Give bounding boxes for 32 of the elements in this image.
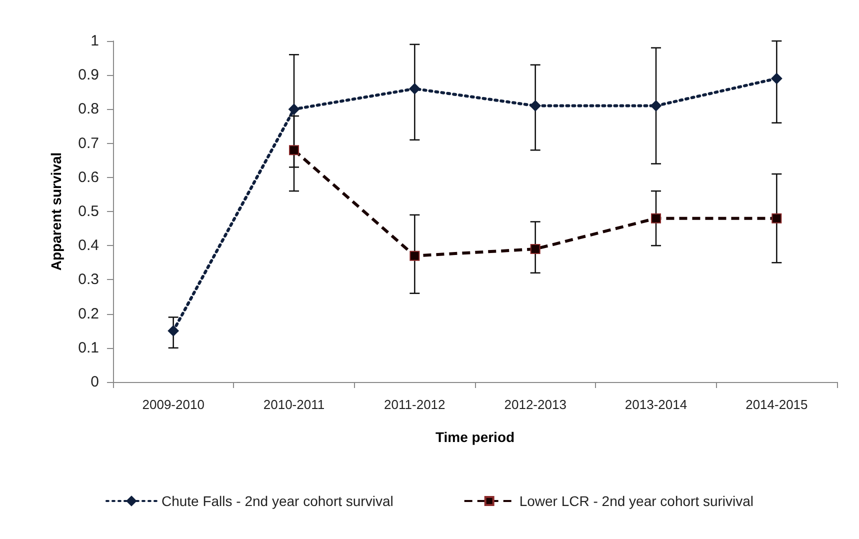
x-tick-label: 2014-2015 — [746, 397, 808, 412]
y-tick-label: 0.8 — [78, 100, 99, 118]
y-tick-label: 0.3 — [78, 271, 99, 288]
y-tick-label: 0.4 — [78, 237, 99, 254]
x-tick-label: 2010-2011 — [263, 397, 325, 412]
point — [771, 73, 782, 84]
point — [530, 244, 540, 254]
point — [650, 100, 662, 112]
point — [289, 145, 299, 156]
y-tick-label: 0 — [90, 374, 99, 390]
x-tick-label: 2009-2010 — [142, 397, 204, 412]
point — [772, 213, 782, 224]
y-tick-label: 0.6 — [78, 168, 99, 186]
x-axis-title: Time period — [435, 429, 515, 445]
point — [168, 325, 179, 336]
y-tick-label: 0.1 — [78, 339, 99, 356]
point — [409, 83, 420, 94]
legend-label: Lower LCR - 2nd year cohort surivival — [519, 493, 754, 509]
x-tick-label: 2013-2014 — [624, 397, 688, 412]
x-tick-label: 2012-2013 — [504, 397, 566, 412]
y-axis-title: Apparent survival — [48, 152, 64, 271]
legend-label: Chute Falls - 2nd year cohort survival — [161, 493, 394, 509]
point — [410, 250, 420, 261]
point — [651, 213, 661, 224]
y-tick-label: 0.2 — [78, 305, 99, 322]
y-tick-label: 0.7 — [78, 134, 99, 152]
point — [530, 100, 541, 112]
x-tick-label: 2011-2012 — [384, 397, 446, 412]
point — [288, 104, 300, 115]
y-tick-label: 0.9 — [78, 66, 99, 84]
y-tick-label: 0.5 — [78, 203, 99, 220]
y-tick-label: 1 — [90, 32, 99, 50]
